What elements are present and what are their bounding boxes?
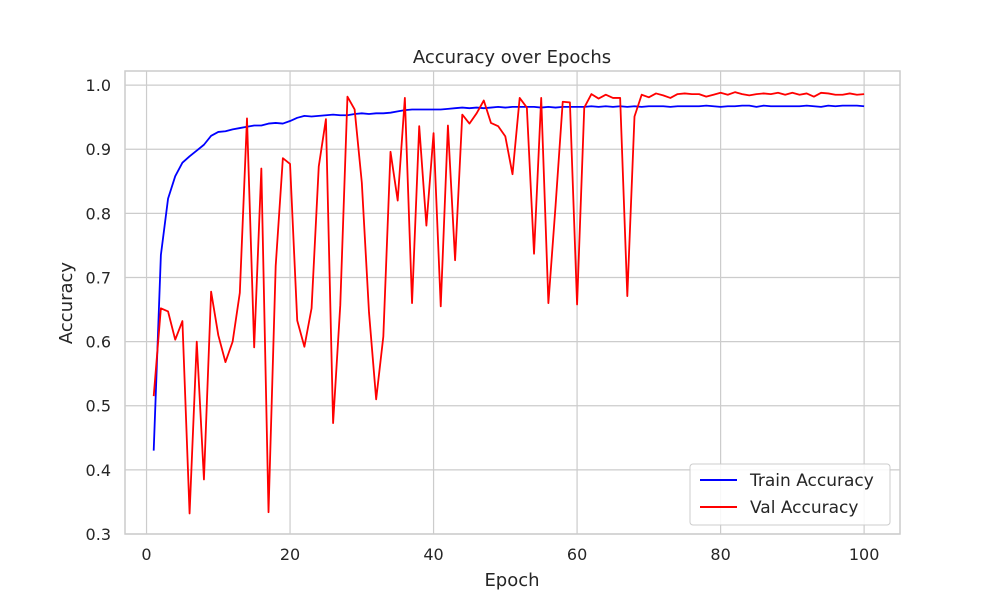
y-tick-label: 0.6 (86, 333, 111, 352)
x-axis-label: Epoch (484, 570, 539, 591)
x-tick-label: 0 (141, 545, 151, 564)
chart-title: Accuracy over Epochs (413, 47, 611, 68)
plot-frame (124, 70, 901, 535)
legend: Train Accuracy Val Accuracy (689, 463, 891, 526)
x-tick-label: 40 (423, 545, 443, 564)
val-accuracy-line (152, 91, 865, 515)
y-axis-label: Accuracy (56, 262, 77, 345)
grid-lines (125, 71, 900, 535)
y-tick-label: 0.7 (86, 268, 111, 287)
y-tick-label: 1.0 (86, 76, 111, 95)
y-tick-label: 0.9 (86, 140, 111, 159)
x-tick-label: 100 (849, 545, 880, 564)
series-layer (152, 91, 865, 515)
legend-label-train: Train Accuracy (749, 471, 874, 491)
x-tick-label: 80 (710, 545, 730, 564)
y-tick-labels: 0.3 0.4 0.5 0.6 0.7 0.8 0.9 1.0 (86, 76, 111, 544)
legend-label-val: Val Accuracy (750, 498, 858, 518)
y-tick-label: 0.5 (86, 397, 111, 416)
x-tick-label: 60 (567, 545, 587, 564)
y-tick-label: 0.3 (86, 525, 111, 544)
x-tick-label: 20 (280, 545, 300, 564)
train-accuracy-line (152, 104, 865, 451)
y-tick-label: 0.4 (86, 461, 111, 480)
legend-box (689, 463, 891, 526)
y-tick-label: 0.8 (86, 204, 111, 223)
x-tick-labels: 0 20 40 60 80 100 (141, 545, 879, 564)
